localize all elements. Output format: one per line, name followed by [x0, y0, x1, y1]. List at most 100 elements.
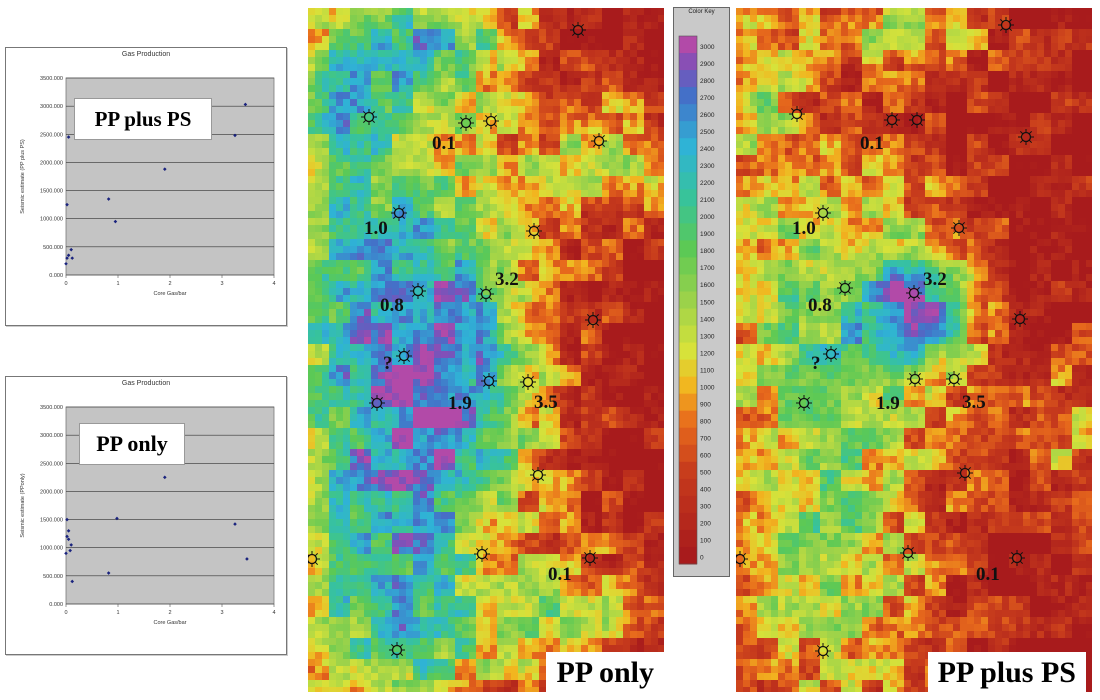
y-tick-label: 2500.000 — [40, 461, 63, 467]
color-key-swatch — [679, 36, 697, 54]
color-key: Color Key 3000 2900 2800 2700 2600 2500 2400 23… — [673, 7, 730, 577]
color-key-label: 2500 — [700, 129, 715, 136]
well-label: 1.0 — [792, 218, 816, 239]
chart-inset-label: PP plus PS — [74, 98, 212, 140]
y-tick-label: 0.000 — [49, 273, 63, 279]
well-label: 0.1 — [976, 564, 1000, 585]
y-axis-label: Seismic estimate (PPonly) — [20, 473, 26, 537]
well-marker — [520, 374, 536, 390]
well-marker — [884, 112, 900, 128]
well-marker — [998, 17, 1014, 33]
color-key-label: 800 — [700, 418, 711, 425]
color-key-label: 1700 — [700, 265, 715, 272]
data-point — [65, 256, 69, 260]
well-label: 3.5 — [534, 392, 558, 413]
well-label: 1.9 — [448, 393, 472, 414]
well-label: ? — [811, 353, 821, 374]
well-marker — [410, 283, 426, 299]
y-tick-label: 2000.000 — [40, 160, 63, 166]
color-key-swatch — [679, 155, 697, 173]
y-tick-label: 2500.000 — [40, 132, 63, 138]
heatmap-surface-pp-plus-ps: 0.1 1.0 3.2 0.8? 1.9 3.5 0.1 — [736, 8, 1092, 692]
color-key-swatch — [679, 104, 697, 122]
color-key-label: 2700 — [700, 95, 715, 102]
x-tick-label: 1 — [116, 281, 119, 287]
heatmap-pp-plus-ps: 0.1 1.0 3.2 0.8? 1.9 3.5 0.1 PP plus PS — [736, 8, 1092, 692]
data-point — [64, 551, 68, 556]
color-key-swatch — [679, 376, 697, 395]
color-key-label: 2200 — [700, 180, 715, 187]
well-marker — [481, 373, 497, 389]
x-tick-label: 2 — [168, 610, 171, 616]
x-tick-label: 4 — [272, 281, 275, 287]
well-marker — [906, 285, 922, 301]
data-point — [65, 517, 69, 522]
y-tick-label: 1000.000 — [40, 546, 63, 552]
color-key-swatch — [679, 342, 697, 361]
color-key-swatch — [679, 546, 697, 565]
color-key-label: 700 — [700, 436, 711, 443]
y-tick-label: 1500.000 — [40, 518, 63, 524]
color-key-title: Color Key — [688, 9, 715, 15]
color-key-label: 1500 — [700, 299, 715, 306]
color-key-swatch — [679, 325, 697, 344]
data-point — [243, 102, 248, 107]
data-point — [69, 247, 73, 252]
color-key-swatch — [679, 291, 697, 310]
data-point — [106, 197, 111, 201]
color-key-swatch — [679, 138, 697, 156]
x-axis-label: Core Gas/bar — [153, 620, 186, 626]
well-marker — [837, 280, 853, 296]
well-marker — [585, 312, 601, 328]
well-marker — [1018, 129, 1034, 145]
well-marker — [391, 205, 407, 221]
well-marker — [582, 550, 598, 566]
well-marker — [308, 551, 320, 567]
well-marker — [900, 545, 916, 561]
color-key-label: 1900 — [700, 231, 715, 238]
data-point — [66, 529, 71, 533]
y-axis-label: Seismic estimate (PP plus PS) — [20, 139, 26, 214]
well-marker — [815, 643, 831, 659]
well-marker — [483, 113, 499, 129]
color-key-swatch — [679, 512, 697, 531]
y-tick-label: 3000.000 — [40, 433, 63, 439]
color-key-label: 2900 — [700, 61, 715, 68]
y-tick-label: 500.000 — [43, 574, 63, 580]
color-key-swatch — [679, 393, 697, 412]
color-key-swatch — [679, 308, 697, 327]
y-tick-label: 3000.000 — [40, 104, 63, 110]
well-marker — [951, 220, 967, 236]
scatter-chart-pp-only: Gas Production 0.000 500.000 1000.000 1500.… — [5, 376, 287, 655]
color-key-swatch — [679, 495, 697, 514]
well-label: 0.1 — [432, 133, 456, 154]
well-marker — [389, 642, 405, 658]
heatmap-cells — [736, 8, 1092, 692]
color-key-border — [678, 35, 698, 565]
color-key-swatch — [679, 240, 697, 258]
color-key-label: 2100 — [700, 197, 715, 204]
color-key-swatch — [679, 53, 697, 71]
color-key-label: 300 — [700, 504, 711, 511]
scatter-plot-pp-only: 0.000 500.000 1000.000 1500.000 2000.000 2500… — [20, 405, 276, 626]
color-key-swatch — [679, 223, 697, 241]
color-key-label: 0 — [700, 555, 704, 562]
data-point — [66, 135, 71, 139]
color-key-swatch — [679, 427, 697, 446]
x-tick-label: 4 — [272, 610, 275, 616]
y-tick-label: 3500.000 — [40, 76, 63, 82]
chart-inset-label: PP only — [79, 423, 185, 465]
color-key-swatch — [679, 257, 697, 275]
color-key-swatch — [679, 410, 697, 429]
data-point — [233, 522, 237, 526]
y-tick-label: 1500.000 — [40, 189, 63, 195]
x-tick-label: 1 — [116, 610, 119, 616]
well-marker — [815, 205, 831, 221]
well-label: 0.8 — [808, 295, 832, 316]
well-marker — [789, 106, 805, 122]
color-key-label: 400 — [700, 487, 711, 494]
x-tick-label: 0 — [64, 610, 67, 616]
color-key-label: 1100 — [700, 367, 714, 374]
data-point — [115, 516, 119, 521]
color-key-label: 1300 — [700, 333, 715, 340]
